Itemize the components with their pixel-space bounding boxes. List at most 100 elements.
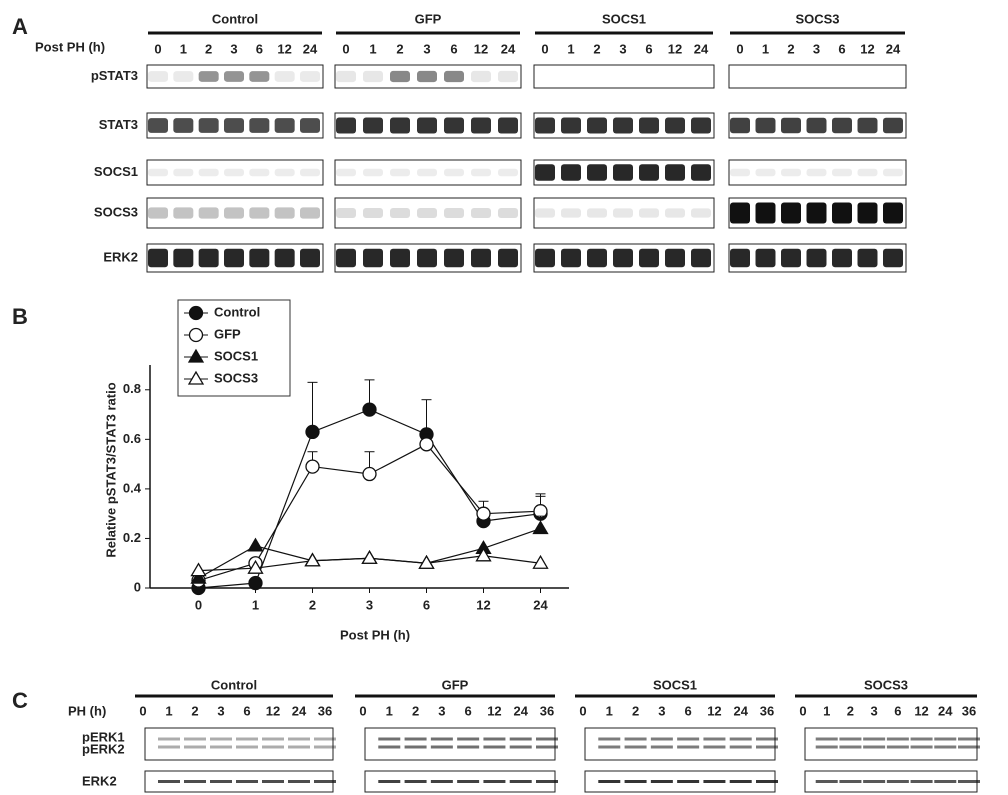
lane-label: 0 [579,703,586,718]
band [887,738,909,741]
band [613,118,633,134]
panel-label: A [12,14,28,39]
band [839,738,861,741]
row-label: ERK2 [82,773,117,788]
band [781,202,801,223]
group-label: SOCS3 [864,677,908,692]
band [444,71,464,82]
band [756,746,778,749]
band [498,71,518,82]
lane-label: 2 [787,41,794,56]
band [444,118,464,134]
lane-label: 3 [871,703,878,718]
band [665,164,685,181]
band [199,71,219,82]
band [249,118,269,133]
band [148,249,168,267]
x-tick-label: 2 [309,597,316,612]
lane-label: 24 [292,703,307,718]
band [224,71,244,82]
band [934,738,956,741]
lane-label: 2 [205,41,212,56]
blot [805,728,977,760]
lane-label: 0 [139,703,146,718]
lane-label: 3 [438,703,445,718]
band [807,118,827,133]
lane-label: 24 [938,703,953,718]
band [224,249,244,267]
lane-label: 6 [894,703,901,718]
band [199,169,219,176]
band [158,746,180,749]
band [363,71,383,82]
band [148,118,168,133]
lane-label: 1 [386,703,393,718]
lane-label: 36 [962,703,976,718]
legend-label: GFP [214,326,241,341]
band [148,169,168,176]
band [184,780,206,783]
band [561,118,581,134]
data-point [477,507,490,520]
band [677,746,699,749]
band [756,202,776,223]
lane-label: 24 [513,703,528,718]
lane-label: 12 [487,703,501,718]
x-tick-label: 24 [533,597,548,612]
band [405,746,427,749]
band [934,746,956,749]
row-label: pERK2 [82,741,125,756]
panel-label: C [12,688,28,713]
band [651,780,673,783]
blot [729,65,906,88]
data-point [420,438,433,451]
group-label: GFP [415,11,442,26]
band [639,164,659,181]
band [832,202,852,223]
x-axis-title: Post PH (h) [340,627,410,642]
blot [145,728,333,760]
group-label: SOCS1 [653,677,697,692]
band [249,71,269,82]
group-label: Control [211,677,257,692]
band [691,118,711,134]
band [173,207,193,218]
band [158,780,180,783]
lane-label: 6 [465,703,472,718]
band [625,780,647,783]
data-point [192,564,206,576]
lane-label: 2 [593,41,600,56]
band [236,746,258,749]
legend-marker [190,329,203,342]
band [390,71,410,82]
band [224,118,244,133]
band [883,249,903,267]
band [730,780,752,783]
legend-label: Control [214,304,260,319]
band [288,746,310,749]
band [390,208,410,218]
lane-label: 12 [474,41,488,56]
band [300,169,320,176]
blot [585,728,775,760]
band [863,746,885,749]
band [236,780,258,783]
band [300,118,320,133]
band [173,71,193,82]
band [483,780,505,783]
band [210,746,232,749]
band [444,169,464,176]
band [832,249,852,267]
row-label: pSTAT3 [91,68,138,83]
band [561,164,581,181]
lane-label: 3 [658,703,665,718]
data-point [363,468,376,481]
band [703,746,725,749]
band [457,738,479,741]
lane-label: 12 [277,41,291,56]
lane-label: 6 [685,703,692,718]
y-tick-label: 0 [134,579,141,594]
band [887,746,909,749]
band [173,169,193,176]
data-point [363,403,376,416]
